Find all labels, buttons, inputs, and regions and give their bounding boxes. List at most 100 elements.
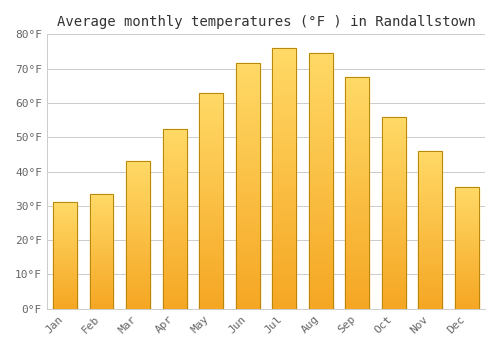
Bar xyxy=(346,286,369,288)
Bar xyxy=(200,164,223,166)
Bar xyxy=(200,266,223,268)
Bar xyxy=(90,220,114,222)
Bar xyxy=(126,259,150,260)
Bar xyxy=(236,127,260,130)
Bar xyxy=(455,272,478,273)
Bar xyxy=(200,93,223,95)
Bar xyxy=(382,266,406,268)
Bar xyxy=(126,307,150,309)
Bar xyxy=(272,79,296,82)
Bar xyxy=(200,259,223,261)
Bar xyxy=(54,211,77,212)
Bar xyxy=(309,132,332,135)
Bar xyxy=(163,168,186,170)
Bar xyxy=(309,232,332,234)
Bar xyxy=(236,88,260,90)
Bar xyxy=(272,160,296,163)
Bar xyxy=(309,79,332,81)
Bar xyxy=(382,303,406,305)
Bar xyxy=(200,292,223,294)
Bar xyxy=(163,159,186,161)
Bar xyxy=(90,272,114,273)
Bar xyxy=(200,257,223,259)
Bar xyxy=(346,256,369,258)
Bar xyxy=(272,98,296,100)
Bar xyxy=(272,290,296,293)
Bar xyxy=(90,209,114,210)
Bar xyxy=(382,297,406,299)
Bar xyxy=(200,304,223,307)
Bar xyxy=(382,213,406,215)
Bar xyxy=(90,225,114,226)
Bar xyxy=(418,233,442,235)
Bar xyxy=(382,128,406,130)
Bar xyxy=(163,163,186,165)
Bar xyxy=(126,285,150,287)
Bar xyxy=(455,189,478,191)
Bar xyxy=(90,215,114,216)
Bar xyxy=(90,206,114,208)
Bar xyxy=(346,98,369,100)
Bar xyxy=(236,238,260,240)
Bar xyxy=(126,183,150,185)
Bar xyxy=(309,153,332,155)
Bar xyxy=(200,205,223,207)
Bar xyxy=(126,169,150,170)
Bar xyxy=(455,298,478,299)
Bar xyxy=(309,81,332,84)
Bar xyxy=(90,232,114,233)
Bar xyxy=(90,275,114,276)
Bar xyxy=(272,231,296,233)
Bar xyxy=(455,215,478,216)
Bar xyxy=(236,216,260,218)
Bar xyxy=(309,253,332,255)
Bar xyxy=(236,181,260,184)
Bar xyxy=(346,174,369,177)
Bar xyxy=(54,297,77,298)
Bar xyxy=(163,258,186,260)
Bar xyxy=(54,204,77,205)
Bar xyxy=(126,247,150,248)
Bar xyxy=(418,241,442,243)
Bar xyxy=(272,197,296,199)
Bar xyxy=(272,132,296,134)
Bar xyxy=(418,194,442,195)
Bar xyxy=(163,219,186,220)
Bar xyxy=(90,236,114,238)
Bar xyxy=(200,294,223,296)
Bar xyxy=(418,253,442,255)
Bar xyxy=(346,218,369,221)
Bar xyxy=(272,210,296,212)
Bar xyxy=(272,61,296,64)
Bar xyxy=(163,215,186,217)
Bar xyxy=(236,287,260,289)
Bar xyxy=(455,305,478,306)
Bar xyxy=(54,239,77,240)
Bar xyxy=(272,275,296,278)
Bar xyxy=(54,307,77,308)
Bar xyxy=(346,131,369,133)
Bar xyxy=(54,270,77,271)
Bar xyxy=(90,274,114,275)
Bar xyxy=(309,250,332,253)
Bar xyxy=(126,167,150,169)
Bar xyxy=(90,255,114,256)
Bar xyxy=(382,280,406,282)
Bar xyxy=(163,264,186,266)
Bar xyxy=(455,214,478,215)
Bar xyxy=(200,285,223,287)
Bar xyxy=(382,149,406,151)
Bar xyxy=(346,223,369,225)
Bar xyxy=(126,253,150,254)
Bar xyxy=(200,110,223,112)
Bar xyxy=(126,228,150,229)
Bar xyxy=(200,250,223,253)
Bar xyxy=(346,216,369,218)
Bar xyxy=(236,223,260,225)
Bar xyxy=(418,216,442,217)
Bar xyxy=(236,149,260,152)
Bar xyxy=(418,179,442,181)
Bar xyxy=(418,285,442,287)
Bar xyxy=(90,222,114,223)
Bar xyxy=(54,304,77,306)
